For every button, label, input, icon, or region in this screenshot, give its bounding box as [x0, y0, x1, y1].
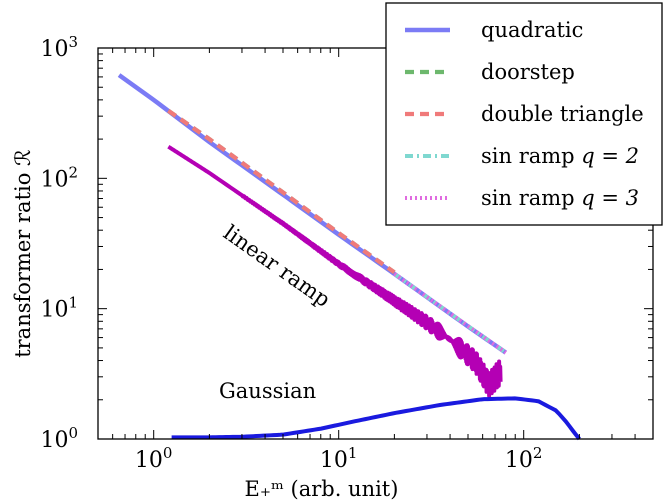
x-tick-label: 101	[320, 444, 358, 473]
plot-frame	[97, 47, 654, 440]
y-tick-label: 103	[40, 33, 78, 62]
series-layer	[117, 73, 581, 441]
legend-label-text: doorstep	[481, 60, 575, 84]
series-sin-ramp-q-2	[393, 272, 507, 355]
legend-label: double triangle	[481, 102, 644, 126]
legend-label: doorstep	[481, 60, 575, 84]
gaussian-label: Gaussian	[219, 379, 316, 403]
legend-label-variable: q = 3	[581, 186, 639, 210]
legend-label-text: sin ramp	[481, 144, 581, 168]
x-tick-label: 102	[505, 444, 543, 473]
legend-label: sin ramp q = 2	[481, 144, 639, 168]
legend-label: quadratic	[481, 18, 583, 42]
legend-label-variable: q = 2	[581, 144, 639, 168]
legend-label-text: double triangle	[481, 102, 644, 126]
series-linear-ramp	[166, 144, 503, 398]
legend-box	[385, 2, 663, 226]
legend-label-text: quadratic	[481, 18, 583, 42]
series-double-triangle	[167, 109, 396, 275]
series-gaussian	[171, 396, 581, 441]
legend: quadratic doorstep double triangle sin ramp…	[385, 2, 663, 226]
linear-ramp-label: linear ramp	[219, 220, 335, 311]
y-tick-label: 101	[40, 294, 78, 323]
x-tick-label: 100	[135, 444, 173, 473]
legend-label-text: sin ramp	[481, 186, 581, 210]
legend-label: sin ramp q = 3	[481, 186, 639, 210]
x-axis-label: E₊ᵐ (arb. unit)	[245, 477, 399, 500]
y-tick-label: 102	[40, 163, 78, 192]
y-tick-label: 100	[40, 424, 78, 453]
y-axis-label: transformer ratio ℛ	[11, 149, 35, 358]
